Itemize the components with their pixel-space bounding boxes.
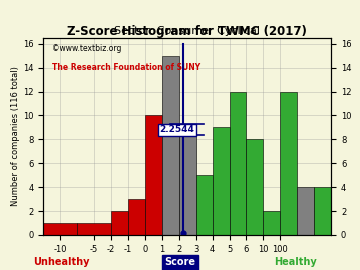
Text: Unhealthy: Unhealthy <box>33 257 89 267</box>
Bar <box>179 127 196 235</box>
Bar <box>77 223 111 235</box>
Bar <box>128 199 145 235</box>
Bar <box>280 92 297 235</box>
Title: Z-Score Histogram for TWMC (2017): Z-Score Histogram for TWMC (2017) <box>67 25 307 38</box>
Text: Score: Score <box>165 257 195 267</box>
Text: 2.2544: 2.2544 <box>160 125 194 134</box>
Text: ©www.textbiz.org: ©www.textbiz.org <box>52 44 121 53</box>
Bar <box>111 211 128 235</box>
Bar <box>43 223 77 235</box>
Y-axis label: Number of companies (116 total): Number of companies (116 total) <box>11 66 20 206</box>
Bar <box>196 175 213 235</box>
Bar <box>213 127 230 235</box>
Text: The Research Foundation of SUNY: The Research Foundation of SUNY <box>52 63 200 72</box>
Text: Sector: Consumer Cyclical: Sector: Consumer Cyclical <box>114 26 260 36</box>
Text: Healthy: Healthy <box>274 257 316 267</box>
Bar <box>297 187 314 235</box>
Bar <box>247 139 264 235</box>
Bar <box>162 56 179 235</box>
Bar <box>314 187 331 235</box>
Bar <box>145 116 162 235</box>
Bar <box>230 92 247 235</box>
Bar <box>264 211 280 235</box>
